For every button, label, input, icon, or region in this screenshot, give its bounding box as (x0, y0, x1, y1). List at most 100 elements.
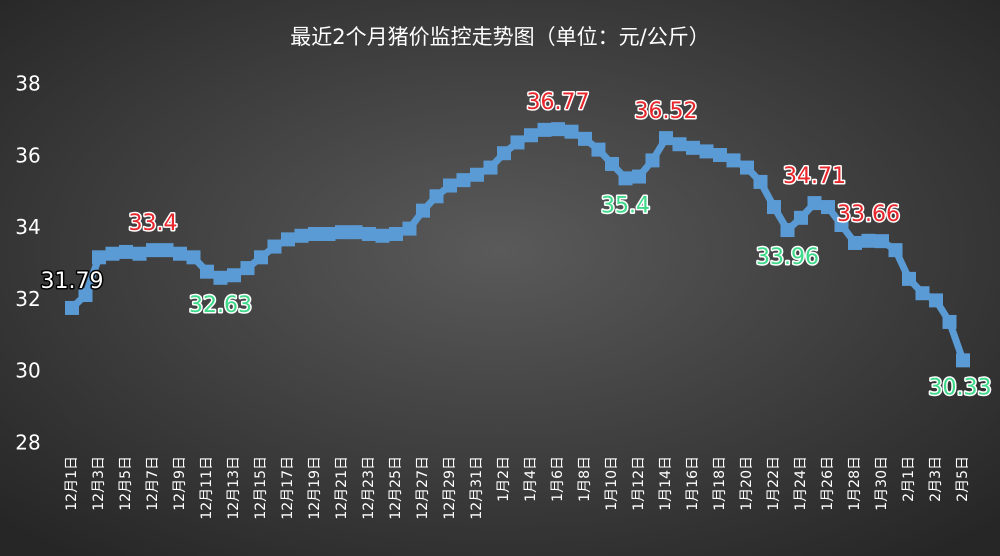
marker (92, 250, 106, 265)
y-tick-label: 36 (15, 143, 40, 167)
data-label: 34.71 (783, 164, 846, 189)
marker (632, 169, 646, 184)
marker (389, 226, 403, 241)
data-label: 33.66 (837, 202, 900, 227)
marker (618, 171, 633, 186)
x-tick-label: 1月22日 (766, 456, 782, 511)
x-tick-label: 1月28日 (847, 456, 863, 511)
marker (146, 243, 160, 258)
marker (402, 221, 417, 236)
marker (362, 226, 376, 241)
x-tick-label: 12月23日 (361, 456, 377, 520)
x-tick-label: 12月15日 (253, 456, 269, 520)
marker (686, 140, 700, 155)
marker (456, 173, 471, 188)
x-tick-label: 1月8日 (577, 456, 593, 502)
data-label: 32.63 (189, 293, 252, 318)
x-tick-label: 12月1日 (64, 456, 80, 511)
marker (348, 225, 363, 240)
marker (537, 122, 552, 137)
y-tick-label: 38 (15, 72, 40, 96)
marker (294, 228, 309, 243)
marker (659, 131, 673, 146)
x-tick-label: 1月26日 (820, 456, 836, 511)
marker (861, 233, 876, 248)
marker (699, 144, 714, 159)
marker (308, 226, 322, 241)
marker (645, 153, 660, 168)
marker (591, 142, 606, 157)
marker (875, 234, 889, 249)
x-tick-label: 1月6日 (550, 456, 566, 502)
x-tick-label: 1月10日 (604, 456, 620, 511)
x-tick-label: 12月3日 (91, 456, 107, 511)
marker (821, 200, 835, 215)
marker (929, 293, 943, 308)
marker (159, 243, 174, 258)
x-tick-label: 12月21日 (334, 456, 350, 520)
x-tick-label: 12月7日 (145, 456, 161, 511)
marker (416, 203, 430, 218)
data-label: 36.52 (635, 99, 698, 124)
marker (78, 288, 93, 303)
marker (672, 137, 687, 152)
marker (551, 122, 565, 137)
x-tick-label: 1月18日 (712, 456, 728, 511)
marker (902, 271, 916, 286)
marker (443, 178, 457, 193)
x-tick-label: 1月30日 (874, 456, 890, 511)
data-label: 36.77 (527, 90, 590, 115)
marker (321, 226, 336, 241)
marker (578, 131, 592, 146)
marker (186, 250, 201, 265)
marker (942, 314, 957, 329)
marker (564, 124, 579, 139)
x-tick-label: 12月29日 (442, 456, 458, 520)
x-tick-label: 12月5日 (118, 456, 134, 511)
marker (335, 225, 349, 240)
marker (713, 148, 727, 163)
data-label: 33.96 (756, 245, 819, 270)
x-tick-label: 12月9日 (172, 456, 188, 511)
x-tick-label: 1月4日 (523, 456, 539, 502)
x-tick-label: 12月31日 (469, 456, 485, 520)
x-tick-label: 2月3日 (928, 456, 944, 502)
marker (848, 235, 862, 250)
marker (605, 156, 619, 171)
y-tick-label: 30 (15, 359, 40, 383)
marker (119, 244, 133, 259)
x-tick-label: 1月20日 (739, 456, 755, 511)
marker (105, 246, 120, 261)
y-tick-label: 32 (15, 287, 40, 311)
data-label: 33.4 (129, 211, 178, 236)
marker (726, 153, 741, 168)
x-tick-label: 2月1日 (901, 456, 917, 502)
marker (956, 353, 970, 368)
x-tick-label: 2月5日 (955, 456, 971, 502)
marker (240, 261, 255, 276)
chart-title: 最近2个月猪价监控走势图（单位：元/公斤） (290, 25, 709, 49)
marker (227, 268, 241, 283)
y-tick-label: 28 (15, 431, 40, 455)
marker (524, 128, 538, 143)
x-tick-label: 1月12日 (631, 456, 647, 511)
marker (213, 270, 228, 285)
x-tick-label: 12月13日 (226, 456, 242, 520)
x-tick-label: 12月11日 (199, 456, 215, 520)
marker (767, 200, 781, 215)
marker (483, 160, 498, 175)
marker (200, 264, 214, 279)
data-label: 30.33 (929, 375, 992, 400)
data-label: 35.4 (601, 193, 650, 218)
marker (267, 239, 282, 254)
marker (375, 228, 390, 243)
marker (740, 160, 754, 175)
marker (753, 174, 768, 189)
marker (780, 223, 795, 238)
marker (429, 189, 444, 204)
x-tick-label: 12月27日 (415, 456, 431, 520)
x-tick-label: 1月2日 (496, 456, 512, 502)
marker (834, 218, 849, 233)
